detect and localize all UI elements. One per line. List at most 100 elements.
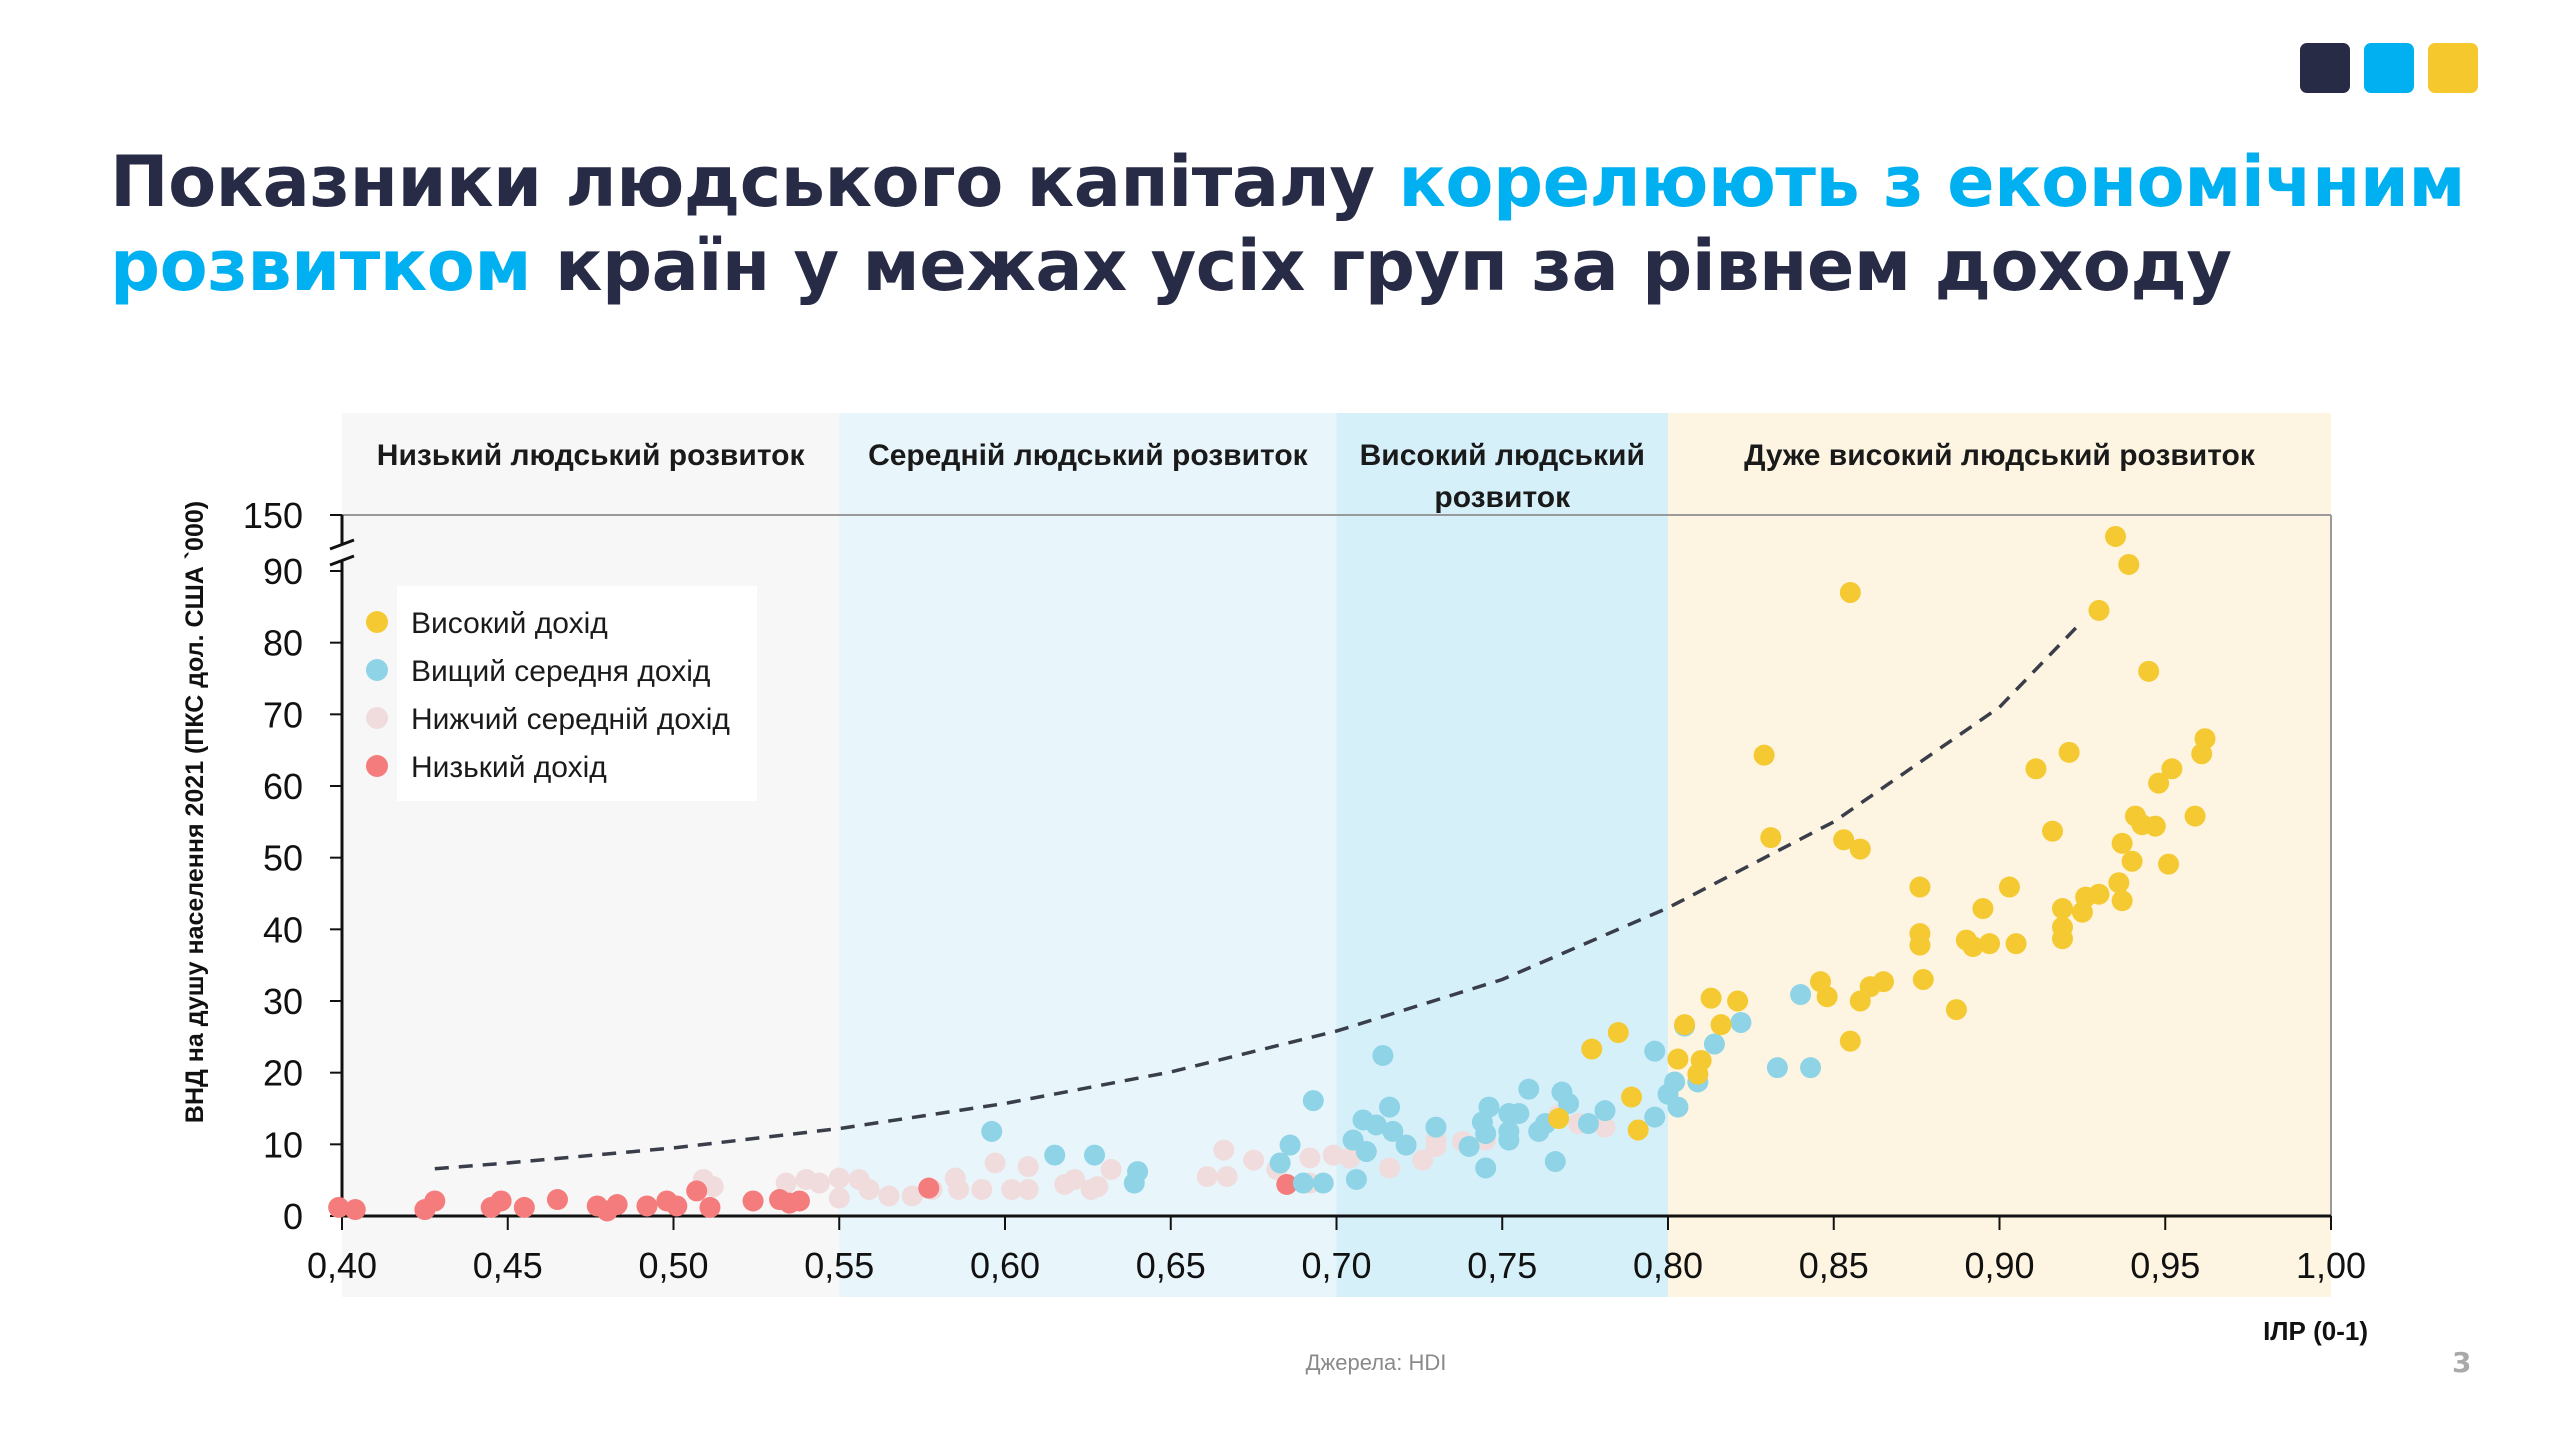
x-tick-label: 0,50 xyxy=(638,1245,708,1286)
legend-label: Низький дохід xyxy=(411,751,607,784)
x-tick-label: 0,40 xyxy=(307,1245,377,1286)
data-point xyxy=(1667,1048,1689,1070)
data-point xyxy=(1312,1172,1334,1194)
data-point xyxy=(971,1178,993,1200)
title-part-1: Показники людського капіталу xyxy=(110,141,1399,223)
data-point xyxy=(1644,1106,1666,1128)
data-point xyxy=(2191,743,2213,765)
band-3 xyxy=(1668,413,2331,1297)
y-tick-label: 40 xyxy=(263,909,303,950)
logo-block-cyan xyxy=(2364,43,2414,93)
data-point xyxy=(1017,1178,1039,1200)
data-point xyxy=(1528,1120,1550,1142)
band-label: Дуже високий людський розвиток xyxy=(1744,439,2256,472)
x-tick-label: 0,95 xyxy=(2130,1245,2200,1286)
data-point xyxy=(1064,1168,1086,1190)
band-label: Низький людський розвиток xyxy=(377,439,806,472)
data-point xyxy=(828,1167,850,1189)
y-tick-label: 70 xyxy=(263,694,303,735)
data-point xyxy=(1849,838,1871,860)
data-point xyxy=(1657,1083,1679,1105)
data-point xyxy=(2071,901,2093,923)
legend-label: Високий дохід xyxy=(411,607,608,640)
data-point xyxy=(1594,1100,1616,1122)
data-point xyxy=(1607,1022,1629,1044)
data-point xyxy=(702,1176,724,1198)
band-2 xyxy=(1336,413,1668,1297)
data-point xyxy=(1700,987,1722,1009)
data-point xyxy=(606,1194,628,1216)
data-point xyxy=(1475,1157,1497,1179)
data-point xyxy=(2111,832,2133,854)
data-point xyxy=(1909,876,1931,898)
data-point xyxy=(1839,582,1861,603)
data-point xyxy=(1621,1086,1643,1108)
data-point xyxy=(1544,1151,1566,1173)
data-point xyxy=(2058,741,2080,763)
title-highlight: корелюють з економічним розвитком xyxy=(110,141,2466,307)
data-point xyxy=(2105,525,2127,547)
data-point xyxy=(775,1172,797,1194)
data-point xyxy=(1790,984,1812,1006)
data-point xyxy=(1508,1103,1530,1125)
band-label: Високий людський розвиток xyxy=(1360,439,1645,514)
x-tick-label: 0,90 xyxy=(1964,1245,2034,1286)
trendline xyxy=(434,619,2084,1171)
data-point xyxy=(1322,1144,1344,1166)
data-point xyxy=(2111,890,2133,912)
data-point xyxy=(981,1120,1003,1142)
data-point xyxy=(1498,1129,1520,1151)
data-point xyxy=(1379,1096,1401,1118)
data-point xyxy=(1196,1166,1218,1188)
data-point xyxy=(2118,553,2140,575)
data-point xyxy=(1674,1014,1696,1036)
data-point xyxy=(918,1177,940,1199)
band-label: Середній людський розвиток xyxy=(868,439,1309,472)
data-point xyxy=(1872,971,1894,993)
data-point xyxy=(1299,1147,1321,1169)
data-point xyxy=(1084,1144,1106,1166)
data-point xyxy=(858,1178,880,1200)
logo-block-navy xyxy=(2300,43,2350,93)
data-point xyxy=(1627,1119,1649,1141)
data-point xyxy=(2184,805,2206,827)
legend-marker xyxy=(366,659,388,681)
data-point xyxy=(1339,1147,1361,1169)
data-point xyxy=(1292,1172,1314,1194)
logo-block-yellow xyxy=(2428,43,2478,93)
data-point xyxy=(1548,1108,1570,1130)
data-point xyxy=(1558,1092,1580,1114)
data-point xyxy=(1518,1078,1540,1100)
data-point xyxy=(1727,990,1749,1012)
data-point xyxy=(2144,815,2166,837)
data-point xyxy=(1730,1012,1752,1033)
data-point xyxy=(2005,933,2027,955)
data-point xyxy=(1766,1057,1788,1079)
y-tick-label: 150 xyxy=(243,495,303,536)
data-point xyxy=(2161,758,2183,780)
legend-marker xyxy=(366,707,388,729)
data-point xyxy=(1710,1014,1732,1036)
data-point xyxy=(2088,599,2110,621)
data-point xyxy=(1475,1123,1497,1145)
data-point xyxy=(2025,758,2047,780)
data-point xyxy=(1001,1178,1023,1200)
y-tick-label: 20 xyxy=(263,1053,303,1094)
legend-label: Нижчий середній дохід xyxy=(411,703,730,736)
data-point xyxy=(2051,898,2073,920)
data-point xyxy=(1100,1158,1122,1180)
data-point xyxy=(788,1190,810,1212)
data-point xyxy=(1644,1040,1666,1062)
data-point xyxy=(1833,829,1855,851)
data-point xyxy=(686,1180,708,1202)
x-tick-label: 0,85 xyxy=(1799,1245,1869,1286)
data-point xyxy=(1123,1172,1145,1194)
data-point xyxy=(1998,876,2020,898)
data-point xyxy=(1945,999,1967,1021)
data-point xyxy=(1687,1063,1709,1085)
data-point xyxy=(328,1196,350,1218)
data-point xyxy=(878,1185,900,1207)
band-0 xyxy=(342,413,840,1297)
x-tick-label: 1,00 xyxy=(2296,1245,2366,1286)
